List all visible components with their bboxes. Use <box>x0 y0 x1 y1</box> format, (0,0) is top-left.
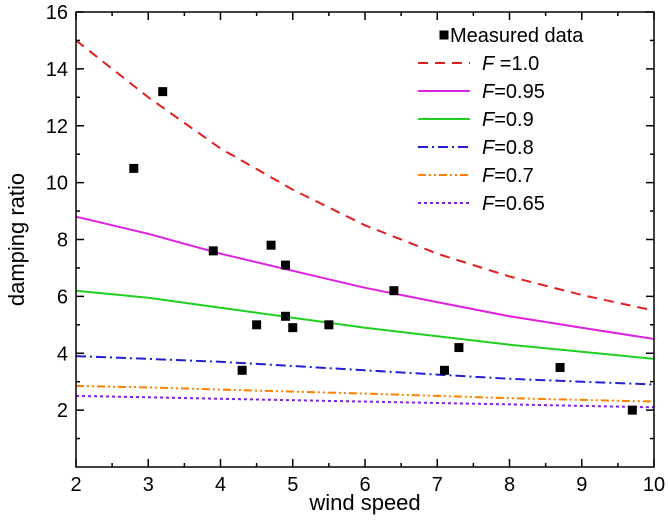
legend-label-4: F=0.7 <box>482 165 534 187</box>
y-tick-label-5: 12 <box>46 116 68 138</box>
data-point-6 <box>281 260 291 270</box>
x-tick-label-5: 7 <box>432 474 443 496</box>
legend-label-5: F=0.65 <box>482 193 545 215</box>
data-point-9 <box>324 320 334 330</box>
data-point-8 <box>288 323 298 333</box>
data-point-14 <box>627 405 637 415</box>
y-axis-ticks: 2 4 6 8 10 12 14 16 <box>46 2 654 440</box>
series-line-0 <box>75 39 655 312</box>
series-line-3 <box>75 355 655 386</box>
data-point-11 <box>439 365 449 375</box>
measured-points <box>129 87 637 415</box>
data-point-10 <box>389 286 399 296</box>
y-tick-label-1: 4 <box>57 343 68 365</box>
y-tick-label-3: 8 <box>57 230 68 252</box>
x-tick-label-8: 10 <box>643 474 665 496</box>
series-line-1 <box>75 215 655 340</box>
y-tick-label-6: 14 <box>46 59 68 81</box>
x-tick-label-7: 9 <box>576 474 587 496</box>
legend-label-1: F=0.95 <box>482 81 545 103</box>
data-point-4 <box>252 320 262 330</box>
y-tick-label-0: 2 <box>57 400 68 422</box>
data-point-2 <box>208 246 218 256</box>
data-point-7 <box>281 311 291 321</box>
x-tick-label-3: 5 <box>287 474 298 496</box>
legend-label-2: F=0.9 <box>482 109 534 131</box>
y-axis-label: damping ratio <box>4 173 29 306</box>
series-line-5 <box>75 394 655 409</box>
legend: Measured data F =1.0 F=0.95 F=0.9 F=0.8 F=0.7… <box>418 25 584 215</box>
data-point-3 <box>237 365 247 375</box>
legend-label-3: F=0.8 <box>482 137 534 159</box>
y-tick-label-7: 16 <box>46 2 68 24</box>
legend-marker-measured <box>439 30 449 40</box>
x-tick-label-0: 2 <box>70 474 81 496</box>
x-axis-ticks: 2 3 4 5 6 7 8 9 10 <box>70 12 665 496</box>
y-tick-label-2: 6 <box>57 286 68 308</box>
data-point-12 <box>454 343 464 353</box>
x-tick-label-4: 6 <box>359 474 370 496</box>
x-axis-label: wind speed <box>308 490 420 515</box>
data-point-5 <box>266 240 276 250</box>
data-point-13 <box>555 362 565 372</box>
series-line-4 <box>75 385 655 403</box>
model-curves <box>75 39 655 409</box>
legend-label-0: F =1.0 <box>482 53 539 75</box>
y-tick-label-4: 10 <box>46 173 68 195</box>
data-point-0 <box>129 163 139 173</box>
series-line-2 <box>75 289 655 360</box>
data-point-1 <box>158 87 168 97</box>
x-tick-label-6: 8 <box>504 474 515 496</box>
x-tick-label-2: 4 <box>215 474 226 496</box>
x-tick-label-1: 3 <box>143 474 154 496</box>
legend-label-measured: Measured data <box>450 25 584 47</box>
